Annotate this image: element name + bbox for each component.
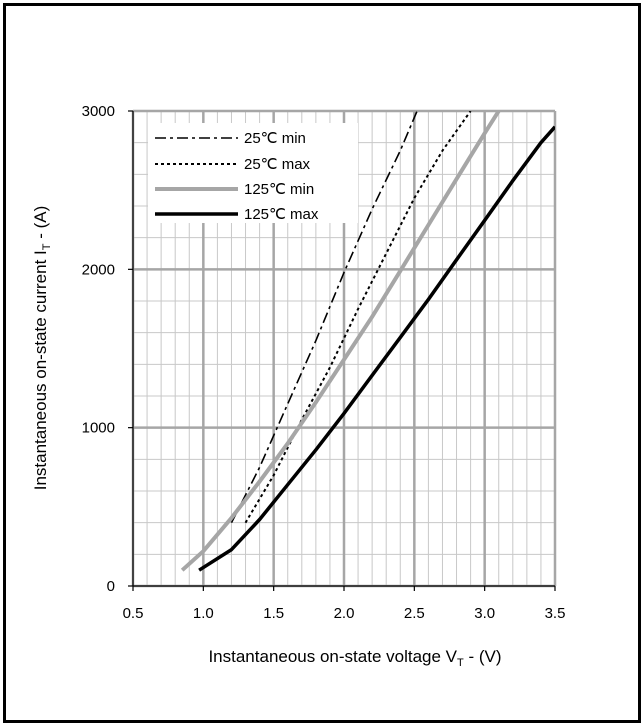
y-tick-label: 0 xyxy=(107,578,115,595)
x-axis-label: Instantaneous on-state voltage VT - (V) xyxy=(208,647,501,669)
x-tick-label: 3.0 xyxy=(474,605,495,622)
x-tick-label: 2.0 xyxy=(334,605,355,622)
legend: 25℃ min 25℃ max 125℃ min 125℃ max xyxy=(148,123,358,223)
major-grid xyxy=(131,109,557,588)
legend-label-0: 25℃ min xyxy=(244,130,306,147)
x-tick-label: 2.5 xyxy=(404,605,425,622)
x-axis-label-unit: - (V) xyxy=(464,647,502,666)
x-tick-labels: 0.5 1.0 1.5 2.0 2.5 3.0 3.5 xyxy=(123,605,566,622)
y-axis-label-subscript: T xyxy=(41,243,53,250)
series-layer xyxy=(180,111,555,572)
x-tick-label: 1.5 xyxy=(263,605,284,622)
y-tick-label: 2000 xyxy=(82,261,115,278)
series-line-2 xyxy=(180,111,501,572)
axes xyxy=(128,110,556,591)
legend-label-2: 125℃ min xyxy=(244,181,314,198)
legend-label-1: 25℃ max xyxy=(244,156,311,173)
y-tick-label: 3000 xyxy=(82,103,115,120)
series-line-1 xyxy=(244,111,472,524)
x-tick-label: 3.5 xyxy=(545,605,566,622)
y-axis-label-unit: - (A) xyxy=(31,206,50,244)
y-axis-label: Instantaneous on-state current IT - (A) xyxy=(31,206,53,491)
y-tick-label: 1000 xyxy=(82,420,115,437)
x-tick-label: 0.5 xyxy=(123,605,144,622)
x-tick-label: 1.0 xyxy=(193,605,214,622)
series-line-3 xyxy=(198,125,555,572)
series-line-0 xyxy=(230,111,418,524)
x-axis-label-subscript: T xyxy=(457,657,464,669)
y-tick-labels: 0 1000 2000 3000 xyxy=(82,103,115,595)
legend-label-3: 125℃ max xyxy=(244,206,319,223)
legend-box xyxy=(148,123,358,223)
